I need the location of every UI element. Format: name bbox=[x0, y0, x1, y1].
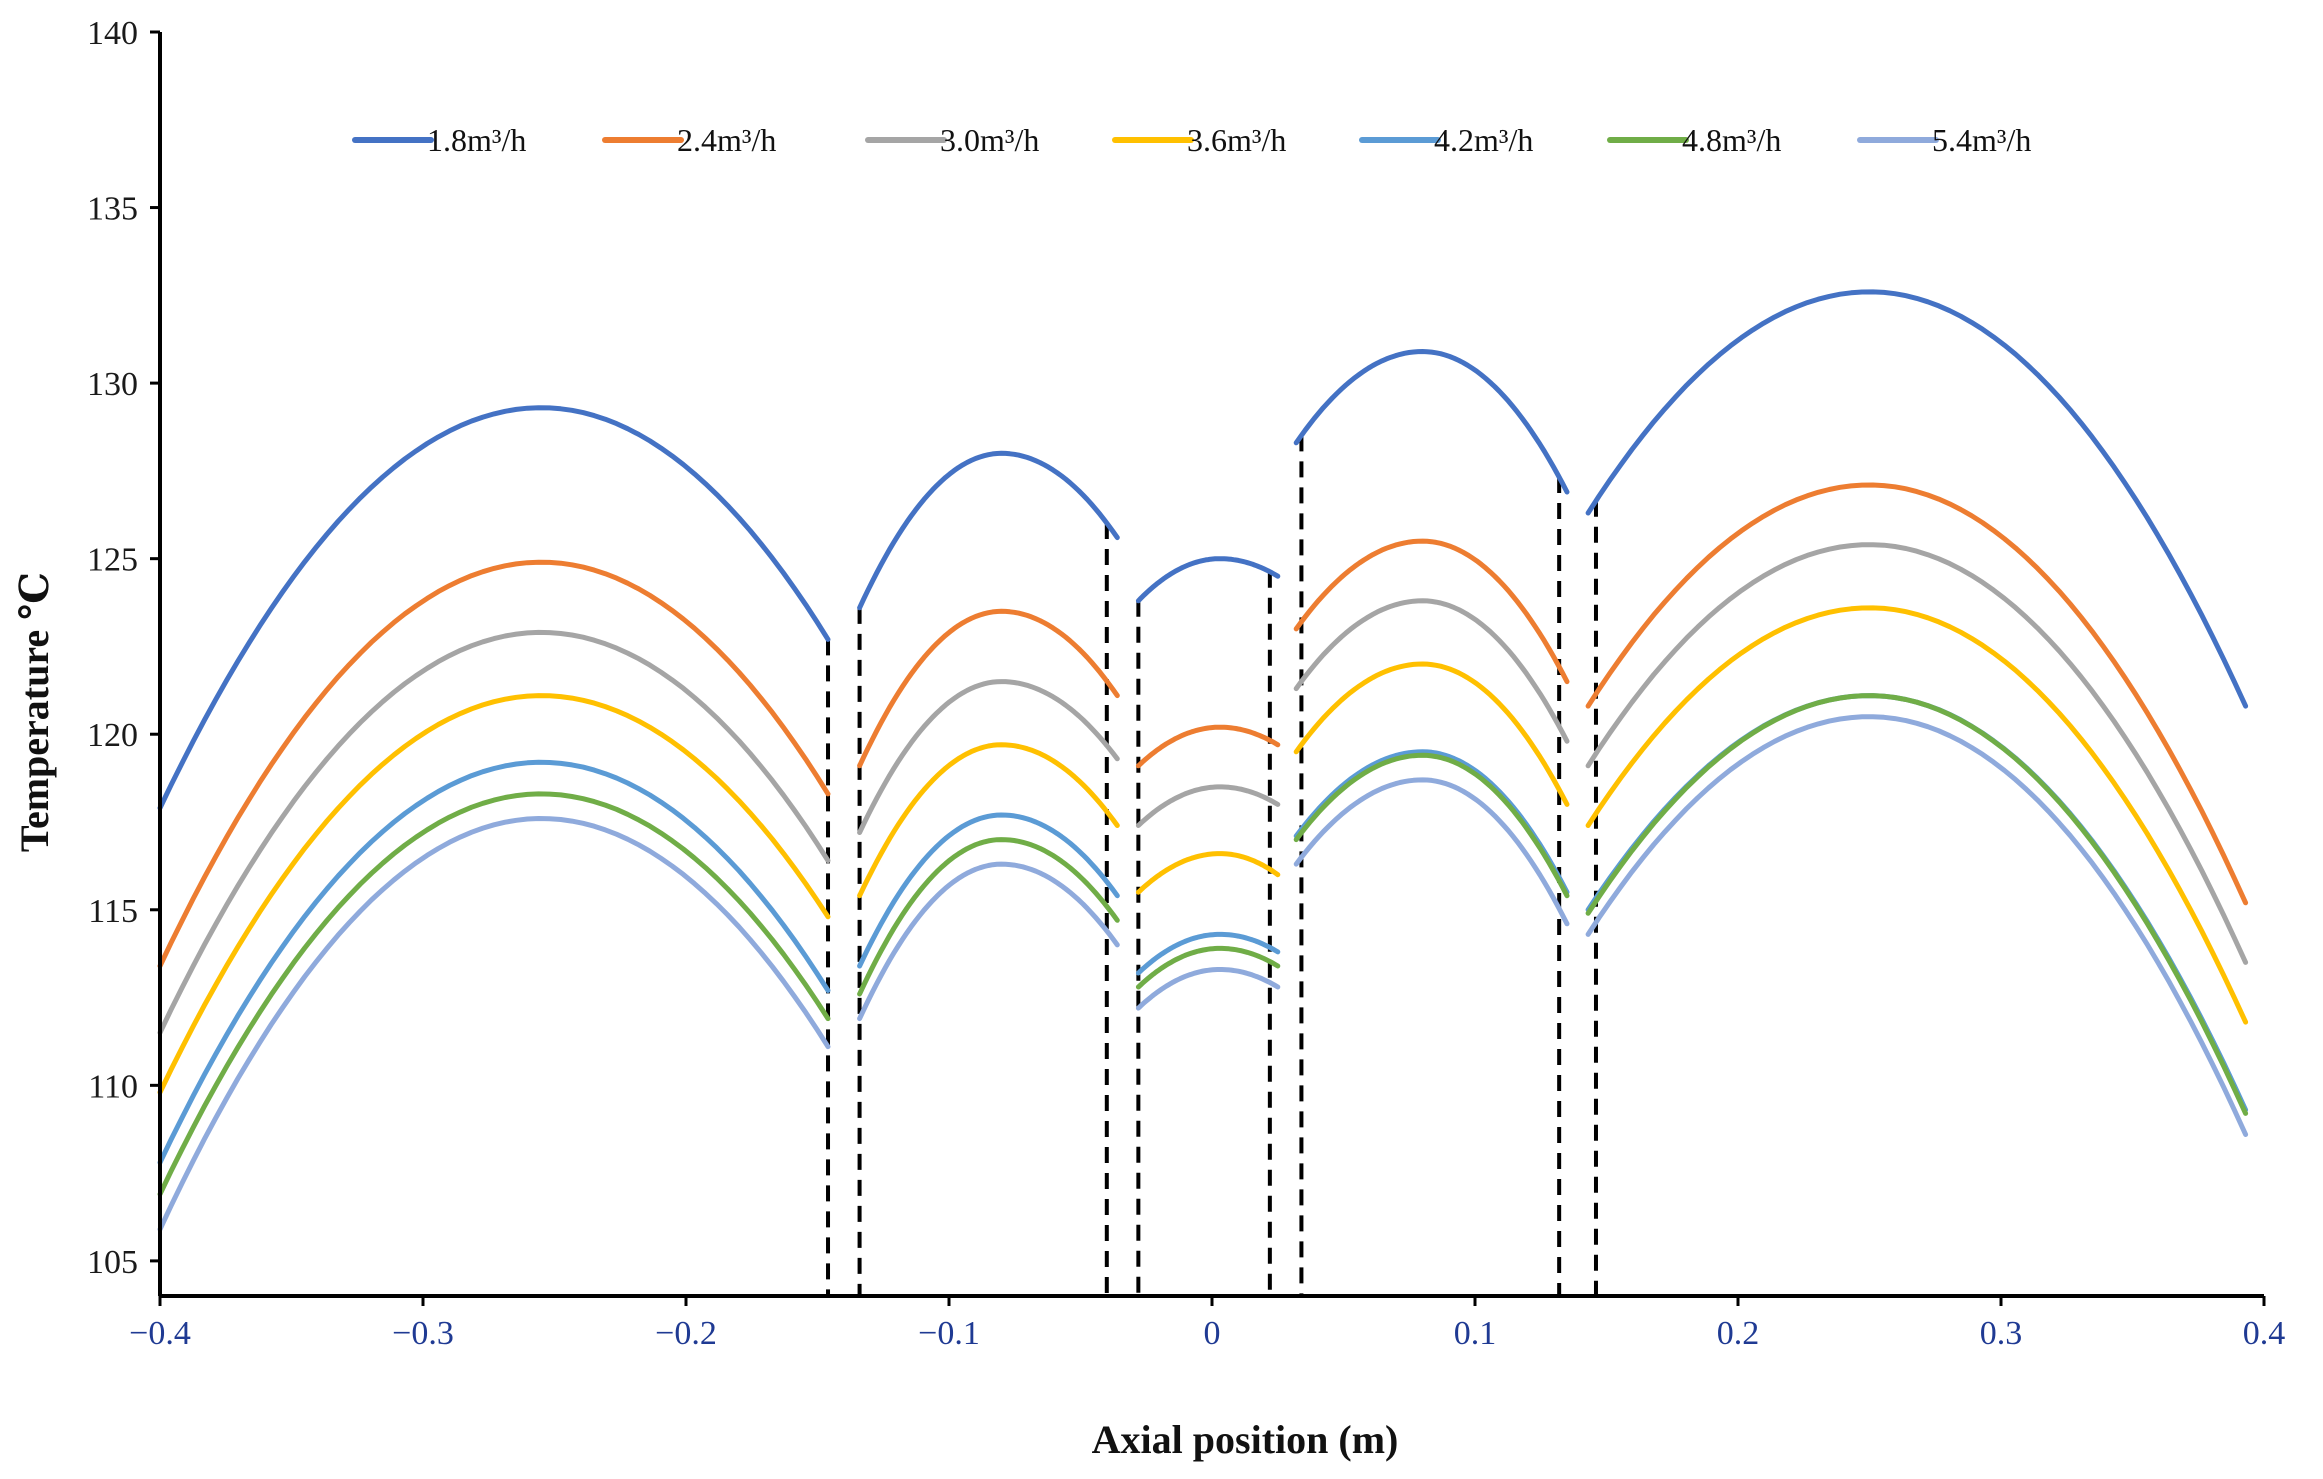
x-tick-label: 0.3 bbox=[1980, 1315, 2023, 1352]
series-line-segment bbox=[1293, 349, 1570, 495]
x-tick-label: −0.1 bbox=[918, 1315, 980, 1352]
legend-label: 4.8m³/h bbox=[1682, 122, 1781, 158]
legend-label: 2.4m³/h bbox=[677, 122, 776, 158]
series-line-segment bbox=[1135, 945, 1281, 990]
x-tick-label: −0.3 bbox=[392, 1315, 454, 1352]
y-tick-label: 140 bbox=[87, 15, 138, 52]
y-tick-label: 120 bbox=[87, 717, 138, 754]
series-line-segment bbox=[1293, 598, 1570, 744]
series-line-segment bbox=[157, 693, 831, 1095]
y-axis-ticks: 105 110 115 120 125 130 135 140 bbox=[87, 15, 160, 1281]
series-line-segment bbox=[1293, 661, 1570, 807]
y-tick-label: 135 bbox=[87, 191, 138, 228]
series-line-segment bbox=[1585, 693, 2249, 1116]
x-tick-label: −0.2 bbox=[655, 1315, 717, 1352]
series-line-segment bbox=[857, 742, 1120, 899]
y-tick-label: 110 bbox=[88, 1068, 138, 1105]
series-line-segment bbox=[1585, 289, 2249, 709]
y-tick-label: 115 bbox=[88, 893, 138, 930]
series-curves bbox=[157, 289, 2249, 1232]
legend-label: 3.6m³/h bbox=[1187, 122, 1286, 158]
series-line-segment bbox=[157, 405, 831, 811]
series-line-segment bbox=[157, 816, 831, 1232]
series-line-segment bbox=[1135, 967, 1281, 1011]
series-line-segment bbox=[1585, 482, 2249, 906]
x-tick-label: −0.4 bbox=[129, 1315, 191, 1352]
series-line-segment bbox=[157, 791, 831, 1197]
series-line-segment bbox=[1135, 931, 1281, 976]
y-tick-label: 130 bbox=[87, 366, 138, 403]
legend: 1.8m³/h 2.4m³/h 3.0m³/h 3.6m³/h 4.2m³/h 4.8m³… bbox=[352, 122, 2031, 158]
series-line-segment bbox=[157, 759, 831, 1166]
y-axis-title: Temperature ℃ bbox=[12, 572, 57, 852]
axes bbox=[158, 32, 2264, 1298]
series-line-segment bbox=[1135, 556, 1281, 604]
series-line-segment bbox=[1135, 851, 1281, 895]
series-line-segment bbox=[1293, 752, 1570, 899]
series-line-segment bbox=[157, 629, 831, 1036]
series-line-segment bbox=[1135, 724, 1281, 769]
series-line-segment bbox=[857, 837, 1120, 997]
x-axis-title: Axial position (m) bbox=[1092, 1417, 1399, 1462]
series-line-segment bbox=[1585, 714, 2249, 1137]
series-line-segment bbox=[157, 559, 831, 969]
series-line-segment bbox=[1585, 542, 2249, 965]
series-line-segment bbox=[1585, 693, 2249, 1113]
series-line-segment bbox=[1293, 777, 1570, 927]
x-tick-label: 0.1 bbox=[1454, 1315, 1497, 1352]
y-tick-label: 105 bbox=[87, 1244, 138, 1281]
series-line-segment bbox=[857, 861, 1120, 1022]
y-tick-label: 125 bbox=[87, 542, 138, 579]
legend-label: 5.4m³/h bbox=[1932, 122, 2031, 158]
x-tick-label: 0 bbox=[1204, 1315, 1221, 1352]
series-line-segment bbox=[1293, 538, 1570, 685]
x-tick-label: 0.2 bbox=[1717, 1315, 1760, 1352]
series-line-segment bbox=[1585, 605, 2249, 1025]
legend-label: 1.8m³/h bbox=[427, 122, 526, 158]
legend-label: 4.2m³/h bbox=[1434, 122, 1533, 158]
x-tick-label: 0.4 bbox=[2243, 1315, 2286, 1352]
series-line-segment bbox=[857, 608, 1120, 769]
x-axis-ticks: −0.4 −0.3 −0.2 −0.1 0 0.1 0.2 0.3 0.4 bbox=[129, 1296, 2285, 1352]
series-line-segment bbox=[857, 450, 1120, 611]
series-line-segment bbox=[857, 679, 1120, 835]
series-line-segment bbox=[857, 812, 1120, 969]
series-line-segment bbox=[1135, 784, 1281, 828]
legend-label: 3.0m³/h bbox=[940, 122, 1039, 158]
